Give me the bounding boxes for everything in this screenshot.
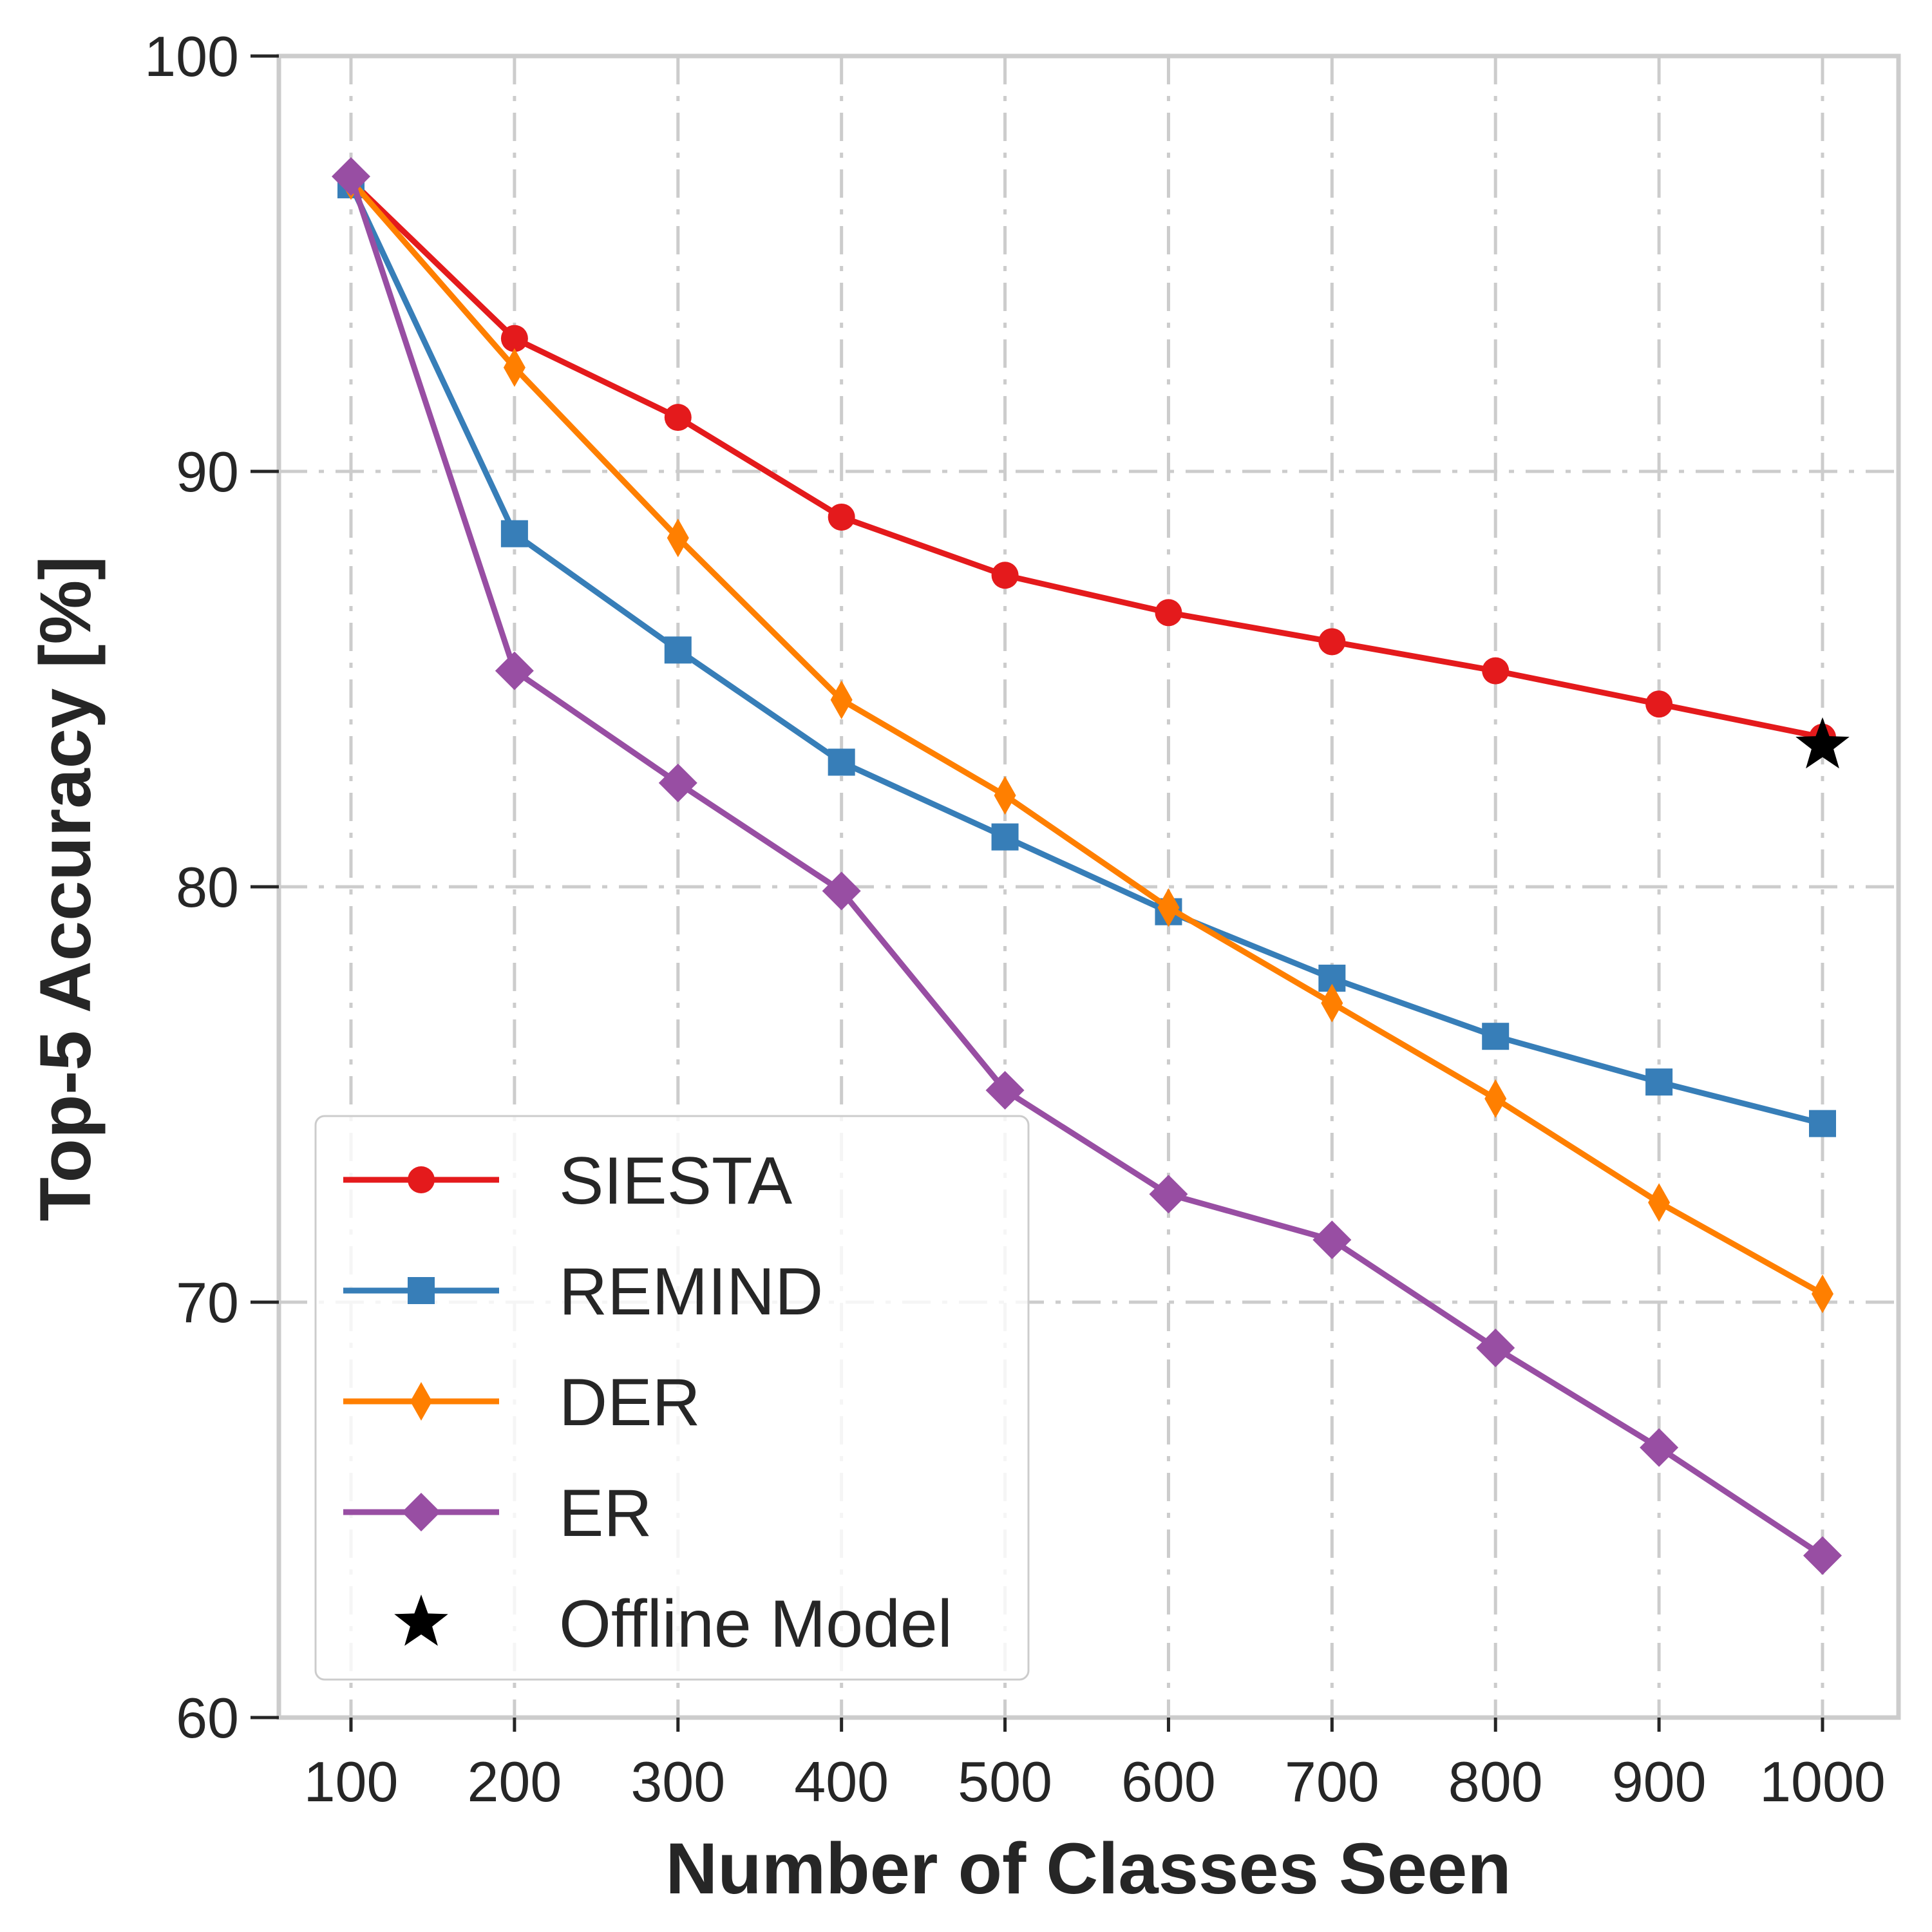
x-tick-label: 900: [1612, 1750, 1707, 1814]
siesta-point: [1645, 690, 1673, 718]
offline-model-point: [1795, 717, 1850, 769]
remind-point: [1645, 1068, 1673, 1096]
axis-ticks: 100 200 300 400 500 600 700 800 900 1000 60 70 80 90 1…: [144, 24, 1886, 1814]
x-tick-label: 300: [630, 1750, 725, 1814]
remind-point: [991, 823, 1019, 851]
legend-item-er: ER: [343, 1476, 652, 1551]
legend-swatch-marker: [402, 1493, 440, 1531]
siesta-point: [828, 503, 855, 531]
der-point: [1157, 888, 1180, 927]
remind-point: [828, 748, 855, 776]
legend-box: [314, 1115, 1030, 1681]
series-siesta: [337, 167, 1836, 751]
legend-swatch-marker: [408, 1166, 435, 1193]
y-tick-label: 70: [176, 1271, 239, 1334]
siesta-point: [500, 325, 528, 352]
der-point: [1812, 1274, 1833, 1314]
legend-label: DER: [559, 1365, 701, 1440]
der-point: [1648, 1183, 1671, 1222]
er-point: [985, 1071, 1025, 1110]
remind-point: [500, 520, 528, 547]
points-layer: [1795, 717, 1850, 769]
x-tick-label: 800: [1448, 1750, 1543, 1814]
er-point: [1312, 1220, 1352, 1260]
er-line: [348, 175, 1824, 1558]
remind-line: [348, 183, 1824, 1127]
der-point: [830, 680, 853, 719]
x-tick-label: 1000: [1759, 1750, 1886, 1814]
er-point: [822, 871, 861, 911]
remind-point: [1482, 1023, 1510, 1050]
remind-point: [1809, 1110, 1836, 1137]
series-layer: [332, 157, 1842, 1575]
siesta-point: [991, 562, 1019, 589]
der-line: [348, 178, 1824, 1297]
legend-label: SIESTA: [559, 1144, 793, 1218]
legend-swatch-marker: [410, 1382, 432, 1421]
der-point: [1484, 1079, 1507, 1118]
er-point: [1476, 1328, 1515, 1367]
x-axis-title: Number of Classes Seen: [665, 1828, 1511, 1909]
legend-label: REMIND: [559, 1255, 823, 1329]
er-point: [1149, 1175, 1188, 1214]
remind-point: [664, 636, 692, 664]
der-point: [1321, 983, 1343, 1023]
siesta-point: [1155, 599, 1182, 627]
x-tick-label: 500: [958, 1750, 1052, 1814]
legend-label: ER: [559, 1476, 652, 1551]
siesta-point: [664, 404, 692, 431]
x-tick-label: 700: [1285, 1750, 1379, 1814]
er-point: [332, 157, 370, 196]
x-tick-label: 100: [304, 1750, 399, 1814]
der-point: [503, 348, 526, 387]
der-point: [667, 518, 689, 558]
x-tick-label: 600: [1121, 1750, 1216, 1814]
legend-label: Offline Model: [559, 1587, 952, 1662]
y-axis-title: Top-5 Accuracy [%]: [25, 556, 106, 1221]
legend-item-remind: REMIND: [343, 1255, 823, 1329]
series-er: [332, 157, 1842, 1575]
legend-swatch-marker: [408, 1277, 435, 1304]
er-point: [1640, 1428, 1679, 1467]
legend-item-siesta: SIESTA: [343, 1144, 793, 1218]
siesta-point: [1318, 628, 1346, 656]
legend-item-der: DER: [343, 1365, 701, 1440]
x-tick-label: 400: [794, 1750, 889, 1814]
legend-swatch-marker: [394, 1595, 448, 1646]
x-tick-label: 200: [467, 1750, 562, 1814]
y-tick-label: 100: [144, 24, 239, 88]
er-point: [658, 763, 697, 802]
siesta-line: [348, 178, 1823, 741]
y-tick-label: 80: [176, 855, 239, 919]
legend: SIESTA REMIND DER ER Offline Model: [314, 1115, 1030, 1681]
er-point: [495, 651, 534, 690]
y-tick-label: 60: [176, 1686, 239, 1750]
siesta-point: [1482, 657, 1510, 685]
legend-item-offline-model: Offline Model: [394, 1587, 952, 1662]
er-point: [1803, 1536, 1842, 1575]
y-tick-label: 90: [176, 440, 239, 504]
der-point: [994, 776, 1016, 815]
